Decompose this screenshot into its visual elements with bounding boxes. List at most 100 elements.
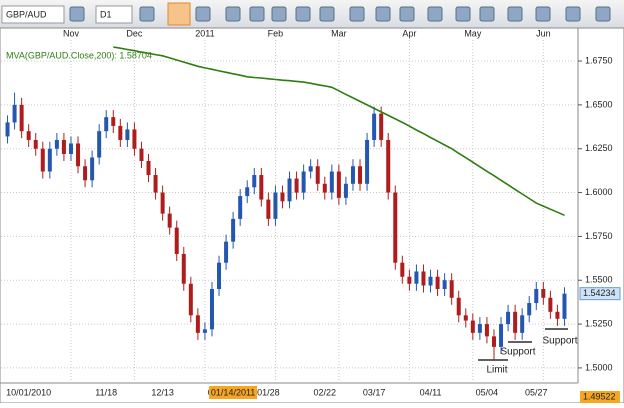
x-tick-label: 11/18 [95, 387, 117, 397]
tool-icon[interactable] [455, 6, 471, 22]
candle-body [259, 175, 264, 200]
candle-body [329, 171, 334, 193]
candle-body [202, 329, 207, 333]
annotation: Support [542, 336, 577, 347]
tool-icon[interactable] [271, 6, 287, 22]
candle-body [217, 262, 222, 290]
candle-body [527, 303, 532, 316]
candle-body [76, 143, 81, 167]
tool-icon[interactable] [349, 6, 365, 22]
candle-body [111, 117, 116, 126]
tool-icon[interactable] [507, 6, 523, 22]
y-tick-label: 1.5250 [585, 318, 613, 328]
candle-body [26, 131, 31, 140]
candle-body [97, 131, 102, 158]
candle-body [386, 139, 391, 193]
candle-body [541, 289, 546, 298]
candle-body [343, 183, 348, 198]
candle-body [104, 117, 109, 132]
candle-body [548, 297, 553, 312]
candle-body [301, 171, 306, 193]
bottom-tag: 1.49522 [583, 391, 616, 401]
x2-tick-label: Dec [126, 28, 143, 38]
chart-frame [0, 27, 624, 404]
x-tick-label: 01/28 [257, 387, 280, 397]
x-tick-label: 04/11 [420, 387, 442, 397]
candle-body [266, 199, 271, 219]
y-tick-label: 1.5000 [585, 362, 613, 372]
candle-body [238, 196, 243, 219]
candle-body [499, 324, 504, 347]
tool-icon[interactable] [319, 6, 335, 22]
symbol-select[interactable] [1, 5, 65, 24]
y-tick-label: 1.6500 [585, 99, 613, 109]
candle-body [54, 139, 59, 149]
active-tool[interactable] [167, 2, 191, 26]
candle-body [506, 311, 511, 325]
crosshair-date-box [209, 386, 258, 399]
candle-body [491, 336, 496, 347]
plot [1, 40, 577, 382]
toolbar-icons [69, 6, 611, 22]
last-price: 1.54234 [583, 288, 616, 298]
x2-tick-label: May [464, 28, 482, 38]
candle-body [400, 262, 405, 277]
candle-body [442, 280, 447, 290]
last-price-box [579, 287, 621, 301]
indicator-line [113, 46, 565, 217]
candle-body [209, 289, 214, 330]
candle-body [449, 280, 454, 298]
candle-body [477, 324, 482, 333]
candle-body [5, 122, 10, 137]
candle-body [40, 148, 45, 172]
crosshair-date: 01/14/2011 [211, 387, 255, 397]
timeframe-select[interactable] [95, 5, 133, 24]
x2-tick-label: Jun [536, 28, 551, 38]
candle-body [393, 192, 398, 263]
tool-icon[interactable] [375, 6, 391, 22]
candle-body [19, 104, 24, 132]
tool-icon[interactable] [595, 6, 611, 22]
indicator-legend: MVA(GBP/AUD.Close,200): 1.58704 [6, 50, 152, 60]
candle-body [463, 315, 468, 321]
candle-body [153, 175, 158, 193]
candle-body [118, 125, 123, 140]
x2-tick-label: Apr [402, 28, 416, 38]
candle-body [167, 213, 172, 228]
annotation: Support [500, 347, 535, 358]
candle-body [534, 289, 539, 304]
y-tick-label: 1.6750 [585, 55, 613, 65]
x2-tick-label: 2011 [195, 28, 214, 38]
tool-icon[interactable] [249, 6, 265, 22]
candle-body [90, 157, 95, 181]
x-tick-label: 05/04 [476, 387, 499, 397]
y-tick-label: 1.6000 [585, 187, 613, 197]
bottom-tag-box [580, 391, 620, 403]
candle-body [379, 113, 384, 140]
candle-body [224, 241, 229, 263]
candle-body [372, 113, 377, 140]
candle-body [308, 166, 313, 172]
tool-icon[interactable] [565, 6, 581, 22]
tool-icon[interactable] [295, 6, 311, 22]
x-tick-label: 10/01/2010 [6, 387, 51, 397]
candle-body [555, 311, 560, 319]
tool-icon[interactable] [399, 6, 415, 22]
tool-icon[interactable] [535, 6, 551, 22]
tool-icon[interactable] [225, 6, 241, 22]
candle-body [231, 218, 236, 242]
tool-icon[interactable] [479, 6, 495, 22]
candle-body [456, 297, 461, 316]
tool-icon[interactable] [427, 6, 443, 22]
annotation: Limit [486, 365, 507, 376]
candle-body [245, 187, 250, 197]
tool-icon[interactable] [139, 6, 155, 22]
candle-body [47, 148, 52, 172]
candle-body [421, 271, 426, 286]
tool-icon[interactable] [69, 6, 85, 22]
tool-icon[interactable] [195, 6, 211, 22]
candle-body [33, 139, 38, 149]
candle-body [350, 166, 355, 184]
candle-body [287, 178, 292, 202]
